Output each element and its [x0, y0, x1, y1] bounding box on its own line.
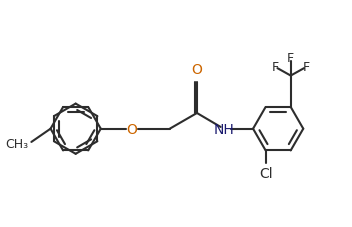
Text: O: O: [127, 122, 138, 136]
Text: Cl: Cl: [259, 166, 272, 180]
Text: F: F: [303, 61, 310, 74]
Text: O: O: [191, 63, 202, 77]
Text: F: F: [271, 61, 278, 74]
Text: CH₃: CH₃: [6, 138, 29, 151]
Text: F: F: [287, 52, 294, 65]
Text: NH: NH: [214, 122, 234, 136]
